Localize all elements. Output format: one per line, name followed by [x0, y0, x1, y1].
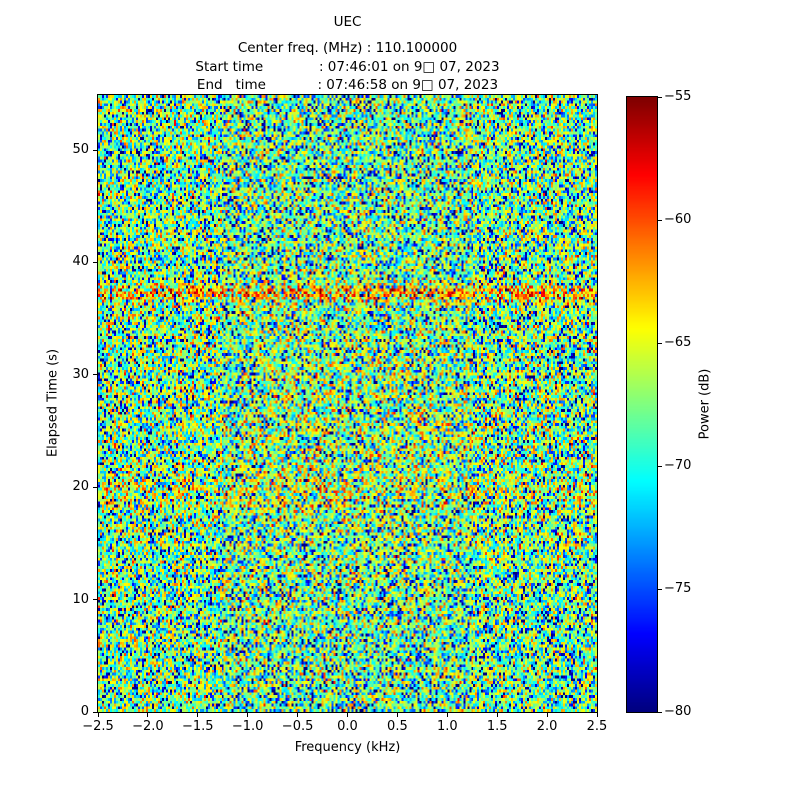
colorbar-tick-label: −60	[664, 212, 692, 227]
x-tick-label: −2.0	[132, 719, 164, 734]
y-tick-mark	[93, 711, 97, 713]
x-tick-label: 1.0	[436, 719, 458, 734]
x-tick-label: 0.5	[387, 719, 408, 734]
x-tick-mark	[247, 713, 249, 717]
x-tick-label: 2.0	[536, 719, 558, 734]
subtitle-center-freq: Center freq. (MHz) : 110.100000	[237, 40, 458, 56]
x-tick-mark	[347, 713, 348, 717]
y-tick-label: 50	[72, 142, 89, 158]
colorbar-tick-mark	[658, 342, 662, 344]
colorbar-tick-label: −55	[664, 89, 692, 104]
x-tick-label: −1.5	[182, 719, 214, 734]
x-tick-mark	[396, 713, 398, 717]
x-tick-mark	[596, 713, 598, 717]
colorbar-tick-mark	[658, 465, 662, 467]
x-tick-mark	[446, 713, 448, 717]
y-tick-label: 40	[72, 254, 89, 270]
x-tick-mark	[147, 713, 149, 717]
colorbar-tick-label: −80	[664, 704, 692, 719]
x-tick-mark	[197, 713, 199, 717]
colorbar-tick-label: −75	[664, 581, 692, 596]
figure-subtitle: Center freq. (MHz) : 110.100000 Start ti…	[48, 39, 647, 95]
colorbar-tick-mark	[658, 96, 662, 98]
x-tick-label: −1.0	[231, 719, 264, 734]
y-tick-mark	[93, 599, 97, 601]
colorbar-tick-mark	[658, 588, 662, 590]
colorbar-gradient	[627, 97, 657, 712]
x-tick-label: 1.5	[486, 719, 508, 734]
colorbar-tick-label: −65	[664, 335, 692, 350]
x-axis-label: Frequency (kHz)	[294, 740, 401, 755]
colorbar-tick-mark	[658, 711, 662, 713]
colorbar-tick-label: −70	[664, 458, 692, 473]
x-tick-mark	[97, 713, 99, 717]
figure-title: UEC	[333, 14, 362, 30]
x-tick-label: −2.5	[82, 719, 114, 734]
y-tick-mark	[93, 149, 97, 151]
x-tick-label: 0.0	[337, 719, 358, 734]
y-tick-mark	[93, 261, 97, 263]
colorbar-tick-mark	[658, 219, 662, 221]
y-tick-label: 0	[80, 704, 89, 719]
x-tick-mark	[297, 713, 299, 717]
y-tick-mark	[93, 486, 97, 488]
y-tick-mark	[93, 374, 97, 376]
subtitle-end-time: End time : 07:46:58 on 9□ 07, 2023	[196, 77, 499, 93]
x-tick-mark	[496, 713, 498, 717]
y-axis-label: Elapsed Time (s)	[45, 348, 61, 458]
x-tick-label: −0.5	[281, 719, 314, 734]
y-tick-label: 30	[72, 366, 89, 382]
y-tick-label: 10	[72, 591, 89, 607]
colorbar-label: Power (dB)	[697, 368, 713, 440]
y-tick-label: 20	[72, 479, 89, 495]
subtitle-start-time: Start time : 07:46:01 on 9□ 07, 2023	[195, 58, 500, 75]
x-tick-mark	[546, 713, 548, 717]
spectrogram-heatmap	[98, 95, 597, 712]
x-tick-label: 2.5	[586, 719, 608, 734]
